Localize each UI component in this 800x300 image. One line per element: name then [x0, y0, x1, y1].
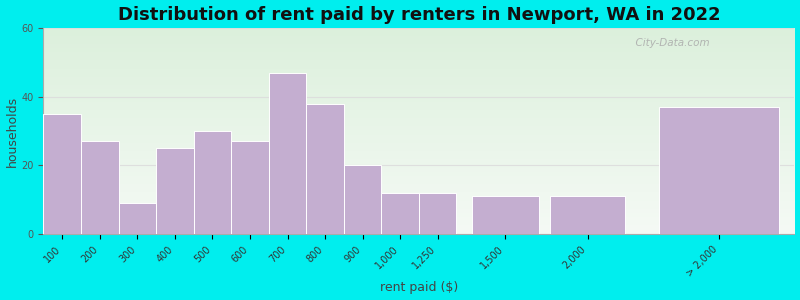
Bar — [118, 203, 156, 234]
Bar — [550, 196, 626, 234]
Bar — [382, 193, 419, 234]
Y-axis label: households: households — [6, 95, 18, 167]
Bar — [419, 193, 457, 234]
Bar — [156, 148, 194, 234]
Text: City-Data.com: City-Data.com — [630, 38, 710, 48]
X-axis label: rent paid ($): rent paid ($) — [380, 281, 458, 294]
Bar — [81, 141, 118, 234]
Bar — [306, 103, 344, 234]
Bar — [194, 131, 231, 234]
Bar — [344, 166, 382, 234]
Title: Distribution of rent paid by renters in Newport, WA in 2022: Distribution of rent paid by renters in … — [118, 6, 720, 24]
Bar — [269, 73, 306, 234]
Bar — [659, 107, 779, 234]
Bar — [43, 114, 81, 234]
Bar — [471, 196, 539, 234]
Bar — [231, 141, 269, 234]
